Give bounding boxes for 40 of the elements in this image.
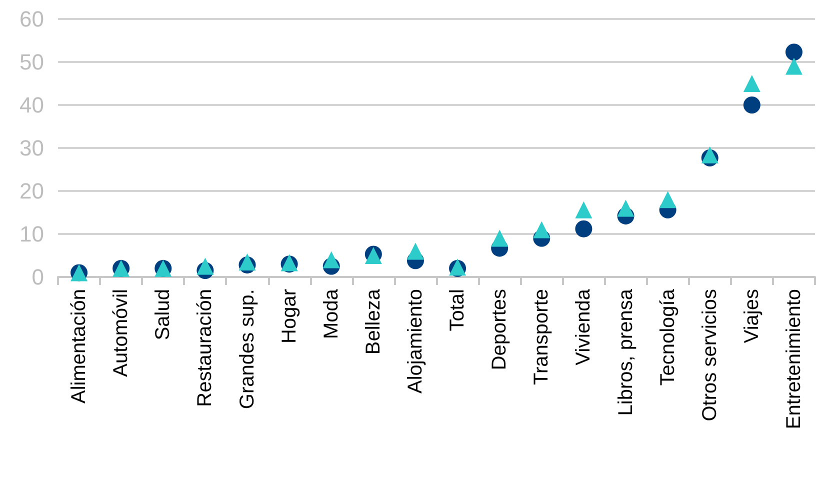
- point: [406, 242, 424, 260]
- x-tick-label: Entretenimiento: [782, 289, 805, 430]
- y-tick-label: 20: [20, 178, 44, 204]
- x-tick-label: Tecnología: [656, 288, 679, 386]
- x-tick-label: Libros, prensa: [614, 288, 637, 416]
- x-tick-label: Moda: [320, 288, 342, 340]
- x-tick-label: Vivienda: [572, 288, 595, 366]
- x-tick-label: Grandes sup.: [236, 289, 258, 410]
- x-tick-label: Hogar: [278, 288, 300, 344]
- y-tick-label: 60: [20, 6, 44, 32]
- x-tick-label: Total: [446, 289, 469, 332]
- point: [743, 96, 760, 114]
- x-tick-label: Restauración: [194, 289, 216, 407]
- point: [238, 253, 256, 270]
- y-tick-label: 0: [32, 264, 44, 290]
- y-tick-label: 30: [20, 136, 44, 160]
- y-tick-label: 40: [20, 92, 44, 118]
- point: [785, 58, 802, 75]
- point: [575, 220, 592, 238]
- point: [617, 200, 634, 217]
- point: [743, 75, 760, 92]
- point: [701, 146, 718, 164]
- point: [491, 230, 508, 247]
- y-tick-label: 10: [20, 222, 44, 246]
- x-tick-label: Alimentación: [68, 289, 90, 404]
- x-tick-label: Deportes: [488, 289, 511, 370]
- x-tick-label: Belleza: [362, 288, 384, 355]
- point: [575, 201, 592, 218]
- x-tick-label: Alojamiento: [404, 289, 426, 394]
- point: [533, 221, 550, 238]
- x-tick-label: Transporte: [530, 289, 553, 385]
- point: [659, 191, 676, 208]
- x-tick-label: Salud: [152, 289, 174, 340]
- y-tick-label: 50: [20, 50, 44, 74]
- point: [196, 258, 214, 275]
- x-tick-label: Automóvil: [110, 289, 132, 377]
- x-tick-label: Otros servicios: [698, 289, 721, 422]
- x-tick-label: Viajes: [740, 289, 763, 344]
- point: [785, 44, 802, 61]
- point: [322, 251, 340, 268]
